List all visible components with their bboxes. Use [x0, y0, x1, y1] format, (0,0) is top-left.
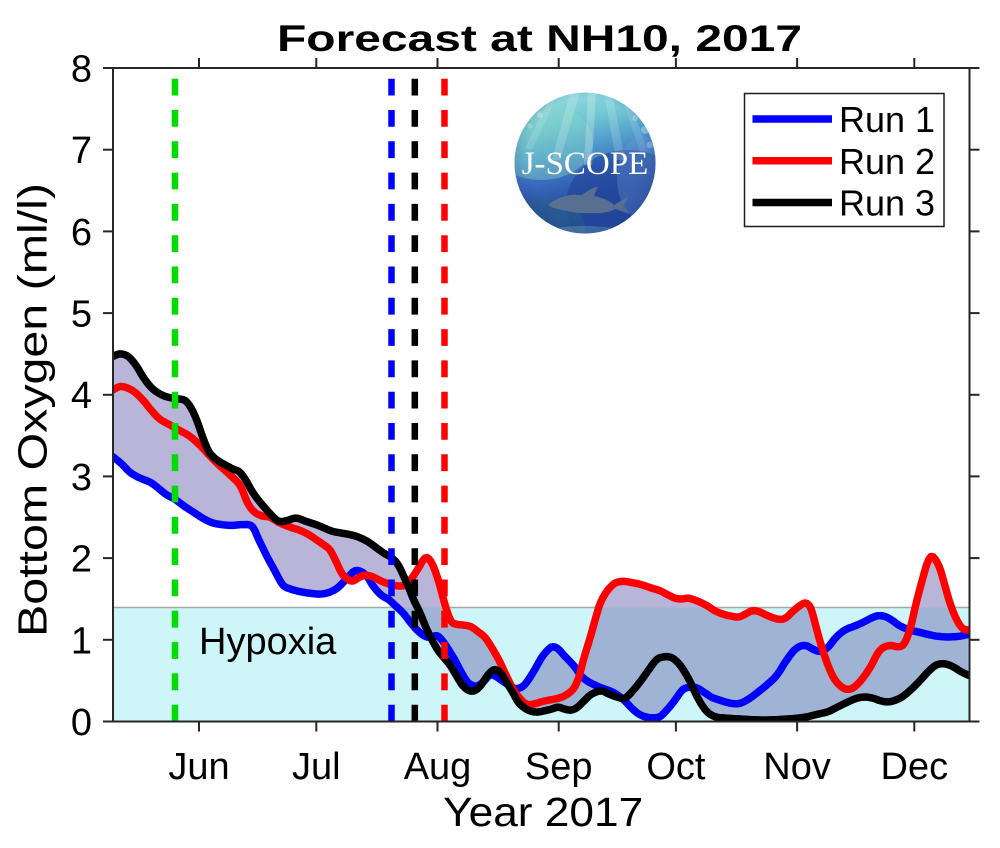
svg-text:Oct: Oct	[646, 746, 706, 788]
svg-text:Run 2: Run 2	[839, 141, 935, 182]
svg-text:J-SCOPE: J-SCOPE	[522, 146, 649, 182]
svg-text:Jul: Jul	[292, 746, 341, 788]
svg-text:Dec: Dec	[881, 746, 949, 788]
svg-text:5: 5	[71, 294, 92, 336]
svg-text:1: 1	[71, 620, 92, 662]
svg-text:2: 2	[71, 539, 92, 581]
svg-text:Hypoxia: Hypoxia	[199, 621, 337, 663]
svg-text:Sep: Sep	[525, 746, 593, 788]
svg-text:Forecast at NH10, 2017: Forecast at NH10, 2017	[277, 18, 802, 59]
svg-text:4: 4	[71, 375, 92, 417]
svg-text:0: 0	[71, 702, 92, 744]
svg-text:Nov: Nov	[763, 746, 831, 788]
svg-text:Aug: Aug	[404, 746, 472, 788]
svg-text:6: 6	[71, 212, 92, 254]
svg-text:8: 8	[71, 49, 92, 91]
svg-text:Run 1: Run 1	[839, 99, 935, 140]
svg-text:Year 2017: Year 2017	[443, 789, 643, 835]
svg-text:7: 7	[71, 130, 92, 172]
svg-text:Bottom Oxygen (ml/l): Bottom Oxygen (ml/l)	[10, 183, 56, 637]
svg-text:3: 3	[71, 457, 92, 499]
svg-text:Run 3: Run 3	[839, 183, 935, 224]
svg-text:Jun: Jun	[168, 746, 229, 788]
